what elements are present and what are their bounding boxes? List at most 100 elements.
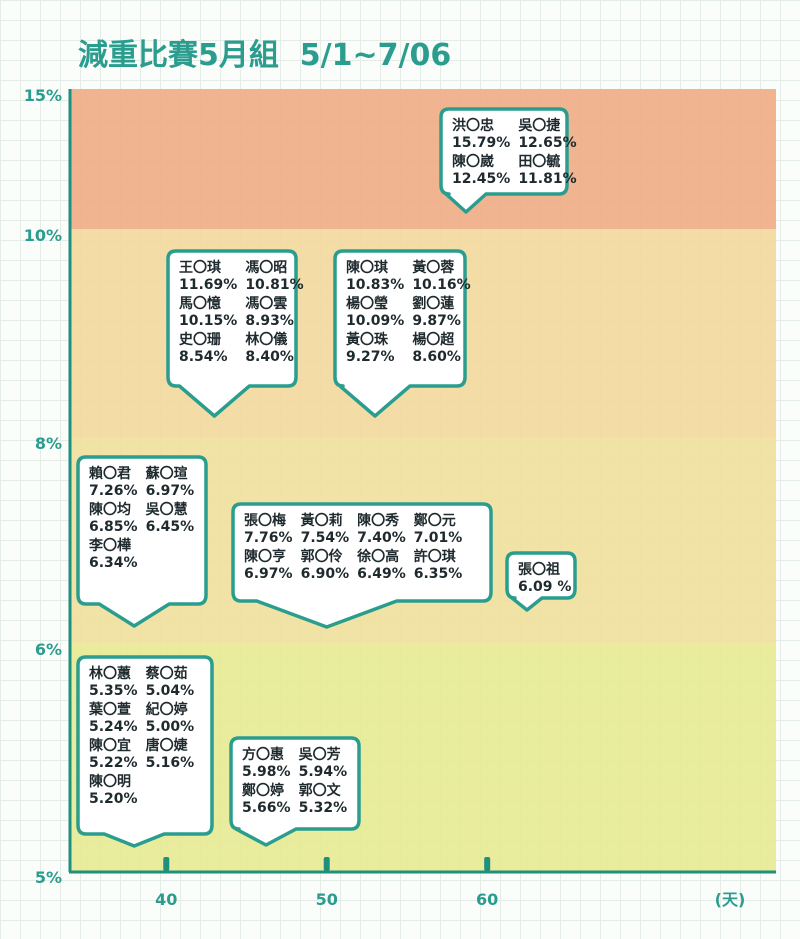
participant-entry: 馮〇昭 10.81%	[245, 260, 303, 294]
participant-name: 史〇珊	[179, 332, 221, 348]
participant-name: 洪〇忠	[452, 118, 494, 134]
x-tick-mark	[163, 857, 170, 871]
participant-entry: 吳〇捷 12.65%	[518, 118, 576, 152]
participant-entry: 陳〇明 5.20%	[89, 774, 138, 808]
callout-shape	[231, 502, 493, 629]
participant-value: 7.76%	[244, 530, 293, 546]
callout-shape	[439, 107, 569, 214]
participant-name: 吳〇捷	[518, 118, 561, 134]
participant-name: 賴〇君	[89, 466, 131, 482]
callout-8pct-day-43: 王〇琪 11.69% 馮〇昭 10.81% 馬〇憶 10.15% 馮〇雲 8.93% 史〇珊 8.…	[166, 249, 304, 418]
x-axis-label: (天)	[715, 890, 746, 909]
callout-5pct-day-38: 林〇蕙 5.35% 蔡〇茹 5.04% 葉〇萱 5.24% 紀〇婷 5.00% 陳〇宜 5.22%…	[76, 655, 214, 848]
participant-name: 林〇蕙	[89, 666, 131, 682]
participant-value: 5.32%	[298, 800, 348, 816]
participant-entry: 鄭〇元 7.01%	[414, 513, 463, 547]
participant-entry: 鄭〇婷 5.66%	[242, 783, 291, 817]
participant-entry: 葉〇萱 5.24%	[89, 702, 138, 736]
participant-value: 12.65%	[518, 135, 577, 151]
participant-name: 許〇琪	[413, 549, 456, 565]
callout-8pct-day-52: 陳〇琪 10.83% 黃〇蓉 10.16% 楊〇瑩 10.09% 劉〇蓮 9.87% 黃〇珠 9.…	[333, 249, 471, 418]
participant-value: 5.66%	[242, 800, 291, 816]
callout-6pct-day-38: 賴〇君 7.26% 蘇〇瑄 6.97% 陳〇均 6.85% 吳〇慧 6.45% 李〇樺 6.34%	[76, 455, 208, 628]
callout-entries: 林〇蕙 5.35% 蔡〇茹 5.04% 葉〇萱 5.24% 紀〇婷 5.00% 陳〇宜 5.22%…	[89, 666, 194, 808]
callout-shape	[229, 736, 361, 847]
participant-name: 葉〇萱	[89, 702, 131, 718]
participant-name: 王〇琪	[179, 260, 221, 276]
participant-entry: 楊〇超 8.60%	[412, 332, 470, 366]
participant-name: 馮〇雲	[245, 296, 288, 312]
participant-name: 陳〇均	[89, 502, 131, 518]
participant-entry: 蔡〇茹 5.04%	[146, 666, 195, 700]
participant-value: 6.09 %	[518, 579, 572, 595]
participant-value: 6.49%	[357, 566, 406, 582]
participant-entry: 黃〇珠 9.27%	[346, 332, 404, 366]
y-tick-label: 8%	[35, 434, 62, 453]
participant-value: 8.60%	[412, 349, 461, 365]
participant-entry: 陳〇均 6.85%	[89, 502, 138, 536]
callout-6pct-day-59: 張〇祖 6.09 %	[505, 551, 577, 612]
participant-name: 劉〇蓮	[412, 296, 455, 312]
participant-value: 10.83%	[346, 277, 405, 293]
chart-axes: 15% 10% 8% 6% 5% 40 50 60 (天)	[24, 86, 776, 909]
participant-entry: 洪〇忠 15.79%	[452, 118, 510, 152]
participant-name: 陳〇亨	[244, 549, 286, 565]
participant-name: 楊〇超	[412, 332, 455, 348]
participant-entry: 陳〇秀 7.40%	[357, 513, 406, 547]
participant-value: 10.81%	[245, 277, 304, 293]
participant-name: 徐〇高	[357, 549, 400, 565]
participant-value: 5.98%	[242, 764, 291, 780]
participant-name: 紀〇婷	[145, 702, 188, 718]
participant-name: 陳〇明	[89, 774, 131, 790]
participant-value: 11.81%	[518, 171, 577, 187]
participant-value: 6.85%	[89, 519, 138, 535]
participant-name: 蘇〇瑄	[145, 466, 188, 482]
participant-value: 5.22%	[89, 755, 138, 771]
y-tick-label: 15%	[24, 86, 62, 105]
callout-5pct-day-46: 方〇惠 5.98% 吳〇芳 5.94% 鄭〇婷 5.66% 郭〇文 5.32%	[229, 736, 361, 847]
participant-value: 5.94%	[298, 764, 348, 780]
x-tick-mark	[484, 857, 491, 871]
participant-entry: 黃〇莉 7.54%	[301, 513, 350, 547]
participant-entry: 林〇蕙 5.35%	[89, 666, 138, 700]
participant-entry: 李〇樺 6.34%	[89, 538, 138, 572]
participant-name: 鄭〇婷	[242, 783, 284, 799]
participant-value: 6.97%	[145, 483, 195, 499]
participant-value: 6.97%	[244, 566, 293, 582]
participant-name: 陳〇宜	[89, 738, 131, 754]
x-tick-label: 40	[155, 890, 177, 909]
participant-value: 5.35%	[89, 683, 138, 699]
callout-shape	[333, 249, 467, 418]
participant-entry: 紀〇婷 5.00%	[146, 702, 195, 736]
participant-entry: 楊〇瑩 10.09%	[346, 296, 404, 330]
participant-entry: 蘇〇瑄 6.97%	[146, 466, 195, 500]
participant-entry: 張〇梅 7.76%	[244, 513, 293, 547]
callout-shape	[505, 551, 577, 612]
participant-value: 5.00%	[145, 719, 195, 735]
participant-value: 6.90%	[300, 566, 350, 582]
participant-entry: 方〇惠 5.98%	[242, 747, 291, 781]
participant-name: 吳〇慧	[145, 502, 188, 518]
participant-entry: 田〇毓 11.81%	[518, 154, 576, 188]
participant-value: 11.69%	[179, 277, 238, 293]
participant-value: 12.45%	[452, 171, 511, 187]
participant-value: 8.54%	[179, 349, 228, 365]
participant-value: 7.01%	[413, 530, 463, 546]
participant-value: 7.26%	[89, 483, 138, 499]
participant-entry: 徐〇高 6.49%	[357, 549, 406, 583]
participant-entry: 吳〇芳 5.94%	[299, 747, 348, 781]
participant-name: 鄭〇元	[413, 513, 456, 529]
participant-entry: 陳〇琪 10.83%	[346, 260, 404, 294]
participant-entry: 唐〇婕 5.16%	[146, 738, 195, 772]
participant-value: 9.27%	[346, 349, 395, 365]
participant-name: 張〇梅	[244, 513, 286, 529]
y-tick-label: 6%	[35, 640, 62, 659]
participant-name: 陳〇琪	[346, 260, 388, 276]
participant-name: 唐〇婕	[145, 738, 188, 754]
callout-entries: 方〇惠 5.98% 吳〇芳 5.94% 鄭〇婷 5.66% 郭〇文 5.32%	[242, 747, 347, 817]
callout-shape	[76, 655, 214, 848]
participant-value: 5.16%	[145, 755, 195, 771]
participant-name: 陳〇秀	[357, 513, 400, 529]
participant-entry: 馮〇雲 8.93%	[245, 296, 303, 330]
participant-entry: 林〇儀 8.40%	[245, 332, 303, 366]
